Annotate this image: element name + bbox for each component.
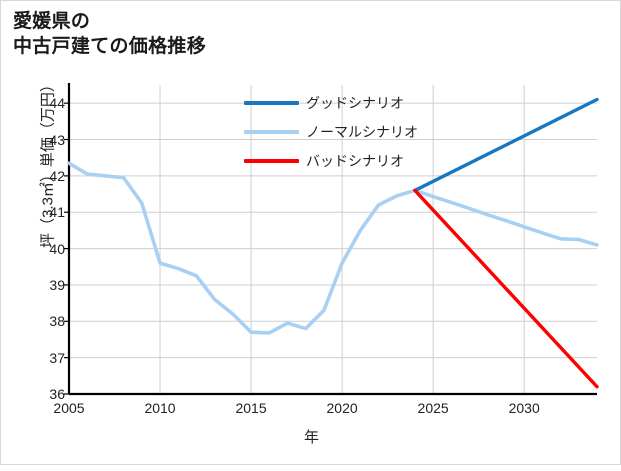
legend-swatch-good-scenario bbox=[244, 101, 299, 105]
y-tick-label: 44 bbox=[49, 95, 65, 112]
y-tick-label: 41 bbox=[49, 204, 65, 221]
x-tick-label: 2005 bbox=[53, 400, 85, 416]
y-tick-label: 42 bbox=[49, 167, 65, 184]
legend-swatch-normal-scenario bbox=[244, 130, 299, 134]
legend-label-normal-scenario: ノーマルシナリオ bbox=[306, 124, 418, 140]
page-title: 愛媛県の 中古戸建ての価格推移 bbox=[13, 11, 207, 58]
y-tick-label: 39 bbox=[49, 276, 65, 293]
legend-swatch-bad-scenario bbox=[244, 159, 299, 163]
y-tick-label: 43 bbox=[49, 131, 65, 148]
y-tick-label: 40 bbox=[49, 240, 65, 257]
series-line-bad bbox=[413, 188, 599, 389]
series-line-normal bbox=[67, 161, 599, 335]
x-tick-label: 2020 bbox=[326, 400, 358, 416]
x-tick-label: 2015 bbox=[235, 400, 267, 416]
y-tick-label: 37 bbox=[49, 349, 65, 366]
y-tick-label: 36 bbox=[49, 386, 65, 402]
x-axis-label: 年 bbox=[303, 429, 319, 446]
series-line-good bbox=[413, 97, 599, 193]
y-tick-label: 38 bbox=[49, 313, 65, 330]
legend-label-bad-scenario: バッドシナリオ bbox=[306, 153, 404, 169]
x-tick-label: 2025 bbox=[417, 400, 449, 416]
x-tick-label: 2030 bbox=[508, 400, 540, 416]
x-tick-label: 2010 bbox=[144, 400, 176, 416]
legend-label-good-scenario: グッドシナリオ bbox=[306, 95, 404, 111]
y-axis-ticks: 36 37 38 39 40 41 42 43 44 bbox=[29, 1, 65, 466]
